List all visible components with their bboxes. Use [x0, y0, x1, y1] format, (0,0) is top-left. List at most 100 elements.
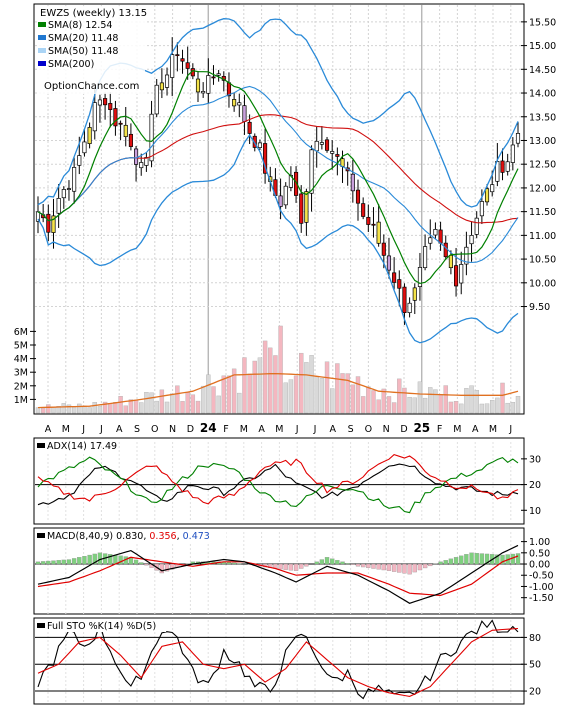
volume-tick-label: 3M	[14, 368, 28, 379]
volume-bar	[221, 375, 227, 414]
sto-series-line	[37, 627, 519, 697]
candle-body	[433, 229, 438, 236]
month-label: A	[472, 424, 479, 435]
candle-body	[309, 149, 314, 194]
volume-bar	[355, 376, 361, 414]
macd-hist-bar	[66, 559, 72, 565]
volume-bar	[304, 362, 309, 414]
price-tick-label: 11.50	[529, 207, 556, 218]
volume-bar	[438, 394, 443, 414]
volume-bar	[479, 403, 485, 414]
volume-bar	[350, 384, 356, 414]
axis-labels: 15.50 15.00 14.50 14.00 13.50 13.00 12.50 12.00…	[14, 17, 556, 697]
candle-body	[211, 76, 216, 79]
volume-bar	[108, 403, 113, 414]
candle-body	[443, 242, 448, 258]
candle-body	[128, 133, 133, 147]
candle-body	[314, 140, 319, 152]
candle-body	[515, 133, 521, 144]
volume-bar	[262, 340, 268, 414]
month-label: D	[400, 424, 407, 435]
volume-bar	[216, 395, 221, 414]
legend-swatch-sma50	[38, 48, 46, 53]
volume-tick-label: 5M	[14, 341, 28, 352]
candle-body	[185, 62, 190, 69]
price-tick-label: 13.50	[529, 112, 556, 123]
macd-line	[37, 544, 519, 604]
volume-bar	[464, 388, 469, 414]
macd-hist-bar	[324, 557, 330, 565]
candle-body	[56, 198, 61, 214]
month-label: S	[134, 424, 140, 435]
macd-hist-bar	[304, 563, 309, 567]
candle-body	[299, 193, 304, 224]
volume-bar	[412, 397, 417, 414]
volume-bar	[169, 393, 175, 414]
volume-bar	[433, 389, 438, 414]
month-label: A	[258, 424, 265, 435]
candle-body	[92, 102, 97, 132]
macd-hist-bar	[345, 563, 350, 565]
indicator-lines	[37, 18, 519, 700]
price-tick-label: 9.50	[529, 302, 550, 313]
sub-tick-label: 80	[529, 633, 541, 644]
volume-bar	[242, 357, 247, 414]
macd-hist-bar	[350, 563, 355, 565]
macd-hist-bar	[422, 563, 428, 569]
candle-body	[500, 160, 505, 173]
volume-bar	[159, 389, 165, 414]
volume-bar	[190, 394, 196, 414]
month-label: M	[453, 424, 461, 435]
macd-hist-bar	[443, 560, 448, 565]
volume-bar	[123, 405, 128, 414]
candle-body	[490, 184, 495, 193]
candle-body	[118, 122, 123, 125]
macd-hist-bar	[35, 561, 41, 565]
macd-title: MACD(8,40,9) 0.830, 0.356, 0.473	[47, 531, 210, 542]
legend: EWZS (weekly) 13.15 SMA(8) 12.54 SMA(20)…	[37, 6, 147, 94]
bollinger-lower	[37, 133, 519, 344]
macd-hist-bar	[92, 553, 97, 565]
month-label: J	[508, 424, 512, 435]
volume-bar	[206, 374, 211, 414]
legend-swatch-sma8	[38, 22, 46, 27]
candle-body	[144, 157, 149, 166]
volume-bar	[211, 386, 216, 414]
volume-bar	[71, 406, 77, 414]
candle-body	[46, 213, 51, 233]
sub-tick-label: 1.00	[529, 537, 550, 548]
macd-hist-bar	[448, 558, 454, 565]
month-label: F	[437, 424, 442, 435]
price-tick-label: 14.00	[529, 89, 556, 100]
macd-hist-bar	[87, 554, 92, 565]
volume-tick-label: 4M	[14, 354, 28, 365]
candle-body	[123, 124, 128, 138]
macd-hist-bar	[108, 554, 113, 565]
macd-hist-bar	[319, 559, 325, 565]
adx-series-line	[37, 453, 519, 505]
legend-swatch-sma20	[38, 35, 46, 40]
candle-body	[216, 73, 221, 76]
macd-signal-value: 0.356	[149, 531, 176, 542]
adx-series-line	[37, 456, 519, 514]
month-label: O	[151, 424, 158, 435]
sub-tick-label: -1.50	[529, 593, 554, 604]
adx-title: ADX(14) 17.49	[47, 441, 117, 452]
volume-bar	[66, 404, 72, 414]
macd-hist-bar	[278, 563, 283, 570]
candle-body	[459, 264, 464, 284]
adx-swatch	[37, 443, 45, 448]
price-tick-label: 10.50	[529, 255, 556, 266]
sto-title: Full STO %K(14) %D(5)	[47, 621, 156, 632]
volume-bar	[515, 396, 521, 414]
month-label: M	[62, 424, 70, 435]
candle-body	[335, 154, 340, 157]
macd-hist-bar	[164, 563, 170, 572]
price-candles	[35, 37, 521, 325]
candle-body	[201, 91, 206, 94]
macd-hist-bar	[144, 563, 149, 566]
macd-hist-bar	[484, 553, 490, 565]
macd-hist-bar	[495, 554, 500, 565]
month-label: J	[295, 424, 299, 435]
